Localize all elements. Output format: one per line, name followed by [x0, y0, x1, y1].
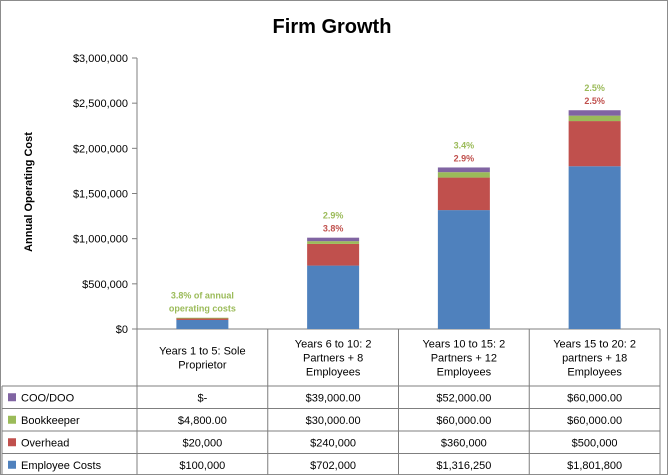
bar-segment — [568, 110, 621, 116]
bar-segment — [307, 265, 360, 329]
legend-swatch — [8, 438, 16, 447]
bar-segment — [568, 121, 621, 167]
data-table: Years 1 to 5: Sole Proprietor Years 6 to 1… — [1, 329, 661, 475]
table-cell: $30,000.00 — [306, 415, 361, 427]
y-tick-label: $1,500,000 — [73, 189, 128, 201]
annotation-label: 3.4% — [454, 140, 475, 150]
category-label: Years 6 to 10: 2 — [295, 339, 372, 351]
table-cell: $4,800.00 — [178, 415, 227, 427]
legend-label: Bookkeeper — [21, 415, 80, 427]
table-cell: $60,000.00 — [567, 415, 622, 427]
bar-segment — [307, 241, 360, 244]
legend-swatch — [8, 393, 16, 402]
annotation-label: 2.9% — [323, 211, 344, 221]
bar-segment — [307, 243, 360, 266]
table-cell: $100,000 — [179, 460, 225, 472]
category-label: Employees — [306, 367, 361, 379]
y-tick-label: $1,000,000 — [73, 234, 128, 246]
y-axis-label: Annual Operating Cost — [23, 132, 35, 252]
bar-segment — [568, 115, 621, 122]
y-tick-label: $2,500,000 — [73, 98, 128, 110]
table-cell: $1,316,250 — [436, 460, 491, 472]
bar-segment — [176, 319, 229, 329]
table-cell: $39,000.00 — [306, 392, 361, 404]
bar-segment — [437, 172, 490, 178]
table-cell: $240,000 — [310, 437, 356, 449]
category-label: Employees — [567, 367, 622, 379]
bar-segment — [437, 210, 490, 329]
bars — [176, 110, 621, 329]
legend-label: Employee Costs — [21, 460, 102, 472]
y-tick-label: $3,000,000 — [73, 53, 128, 65]
table-cell: $1,801,800 — [567, 460, 622, 472]
category-label: Years 10 to 15: 2 — [422, 339, 505, 351]
annotation-label: 3.8% — [323, 224, 344, 234]
annotation-label: 3.8% of annual — [171, 291, 234, 301]
table-cell: $20,000 — [182, 437, 222, 449]
category-label: partners + 18 — [562, 353, 627, 365]
y-tick-label: $2,000,000 — [73, 143, 128, 155]
table-cell: $52,000.00 — [436, 392, 491, 404]
bar-segment — [437, 167, 490, 173]
legend-label: COO/DOO — [21, 392, 75, 404]
category-label: Employees — [437, 367, 492, 379]
category-label: Years 15 to 20: 2 — [553, 339, 636, 351]
table-cell: $- — [197, 392, 207, 404]
chart-title: Firm Growth — [273, 16, 392, 38]
y-tick-label: $500,000 — [82, 279, 128, 291]
table-cell: $360,000 — [441, 437, 487, 449]
table-cell: $500,000 — [572, 437, 618, 449]
bar-segment — [176, 318, 229, 320]
annotation-label: 2.5% — [584, 83, 605, 93]
category-label: Partners + 12 — [431, 353, 497, 365]
bar-segment — [176, 317, 229, 319]
legend-swatch — [8, 415, 16, 424]
annotation-label: 2.9% — [454, 153, 475, 163]
table-cell: $702,000 — [310, 460, 356, 472]
category-label: Years 1 to 5: Sole — [159, 346, 245, 358]
bar-segment — [568, 166, 621, 329]
category-label: Proprietor — [178, 360, 227, 372]
category-label: Partners + 8 — [303, 353, 363, 365]
bar-segment — [307, 237, 360, 242]
annotation-label: 2.5% — [584, 96, 605, 106]
legend-label: Overhead — [21, 437, 69, 449]
y-tick-label: $0 — [116, 324, 128, 336]
table-cell: $60,000.00 — [567, 392, 622, 404]
annotations: 3.8% of annual operating costs 2.9% 3.8% 3.4… — [169, 83, 605, 313]
table-cell: $60,000.00 — [436, 415, 491, 427]
annotation-label: operating costs — [169, 304, 236, 314]
legend-swatch — [8, 460, 16, 469]
bar-segment — [437, 177, 490, 211]
